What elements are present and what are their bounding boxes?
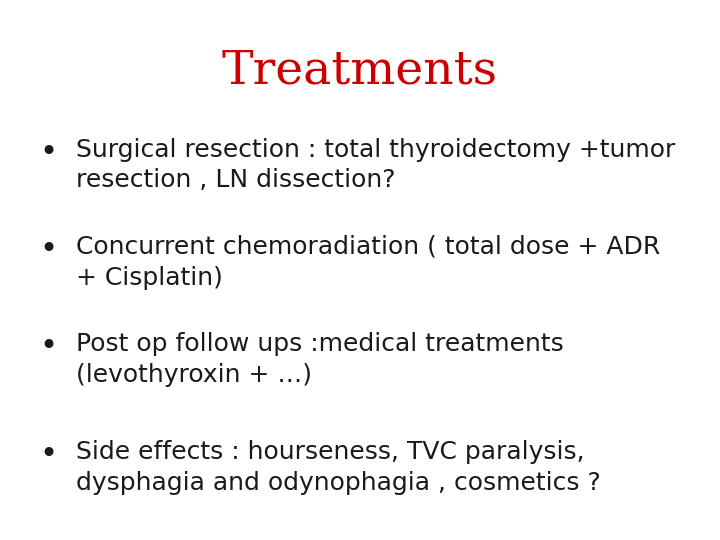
Text: Side effects : hourseness, TVC paralysis,
dysphagia and odynophagia , cosmetics : Side effects : hourseness, TVC paralysis…	[76, 440, 600, 495]
Text: Concurrent chemoradiation ( total dose + ADR
+ Cisplatin): Concurrent chemoradiation ( total dose +…	[76, 235, 660, 289]
Text: •: •	[40, 235, 58, 264]
Text: Post op follow ups :medical treatments
(levothyroxin + …): Post op follow ups :medical treatments (…	[76, 332, 563, 387]
Text: •: •	[40, 440, 58, 469]
Text: •: •	[40, 138, 58, 167]
Text: Treatments: Treatments	[222, 49, 498, 94]
Text: •: •	[40, 332, 58, 361]
Text: Surgical resection : total thyroidectomy +tumor
resection , LN dissection?: Surgical resection : total thyroidectomy…	[76, 138, 675, 192]
